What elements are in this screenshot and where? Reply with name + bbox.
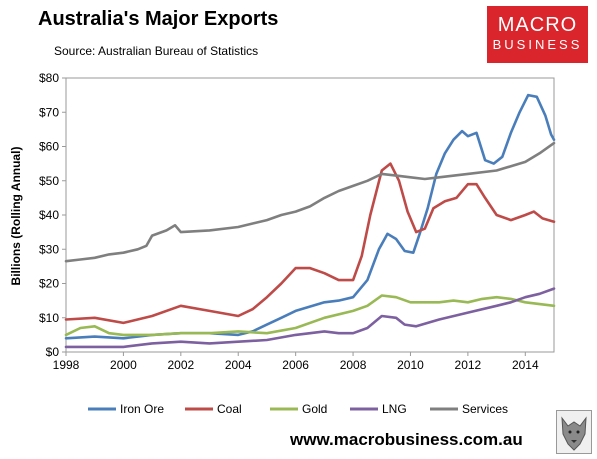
y-tick-label: $80 [39,71,59,85]
y-tick-label: $70 [39,105,59,119]
x-tick-label: 2000 [110,358,137,372]
x-tick-label: 1998 [53,358,80,372]
x-axis: 1998 2000 2002 2004 2006 2008 2010 2012 2014 [53,352,539,372]
series-layer [64,93,556,349]
legend-label-iron-ore: Iron Ore [120,402,164,416]
x-tick-label: 2006 [282,358,309,372]
series-line-coal [64,162,556,325]
x-tick-label: 2002 [167,358,194,372]
chart-title: Australia's Major Exports [38,8,279,30]
series-line-iron-ore [64,93,556,340]
plot-area [65,77,555,353]
x-tick-label: 2008 [340,358,367,372]
macrobusiness-logo: MACRO BUSINESS [487,6,588,63]
y-tick-label: $40 [39,208,59,222]
series-line-services [64,141,556,263]
wolf-logo-icon [556,410,592,454]
logo-line-2: BUSINESS [492,37,583,52]
x-tick-label: 2012 [455,358,482,372]
y-tick-label: $50 [39,174,59,188]
y-tick-label: $10 [39,311,59,325]
y-tick-label: $0 [46,345,60,359]
legend-label-coal: Coal [217,402,242,416]
series-line-gold [64,294,556,337]
x-tick-label: 2010 [397,358,424,372]
series-line-lng [64,287,556,349]
chart-subtitle: Source: Australian Bureau of Statistics [54,44,259,58]
legend-label-gold: Gold [302,402,327,416]
legend: Iron Ore Coal Gold LNG Services [88,402,508,416]
logo-line-1: MACRO [497,14,578,36]
y-tick-label: $20 [39,277,59,291]
x-tick-label: 2004 [225,358,252,372]
y-tick-label: $60 [39,140,59,154]
y-axis: $0 $10 $20 $30 $40 $50 $60 $70 $80 [39,71,66,359]
x-tick-label: 2014 [512,358,539,372]
footer-url: www.macrobusiness.com.au [290,430,523,449]
y-axis-label: Billions (Rolling Annual) [9,147,23,286]
legend-label-lng: LNG [382,402,407,416]
y-tick-label: $30 [39,242,59,256]
legend-label-services: Services [462,402,508,416]
